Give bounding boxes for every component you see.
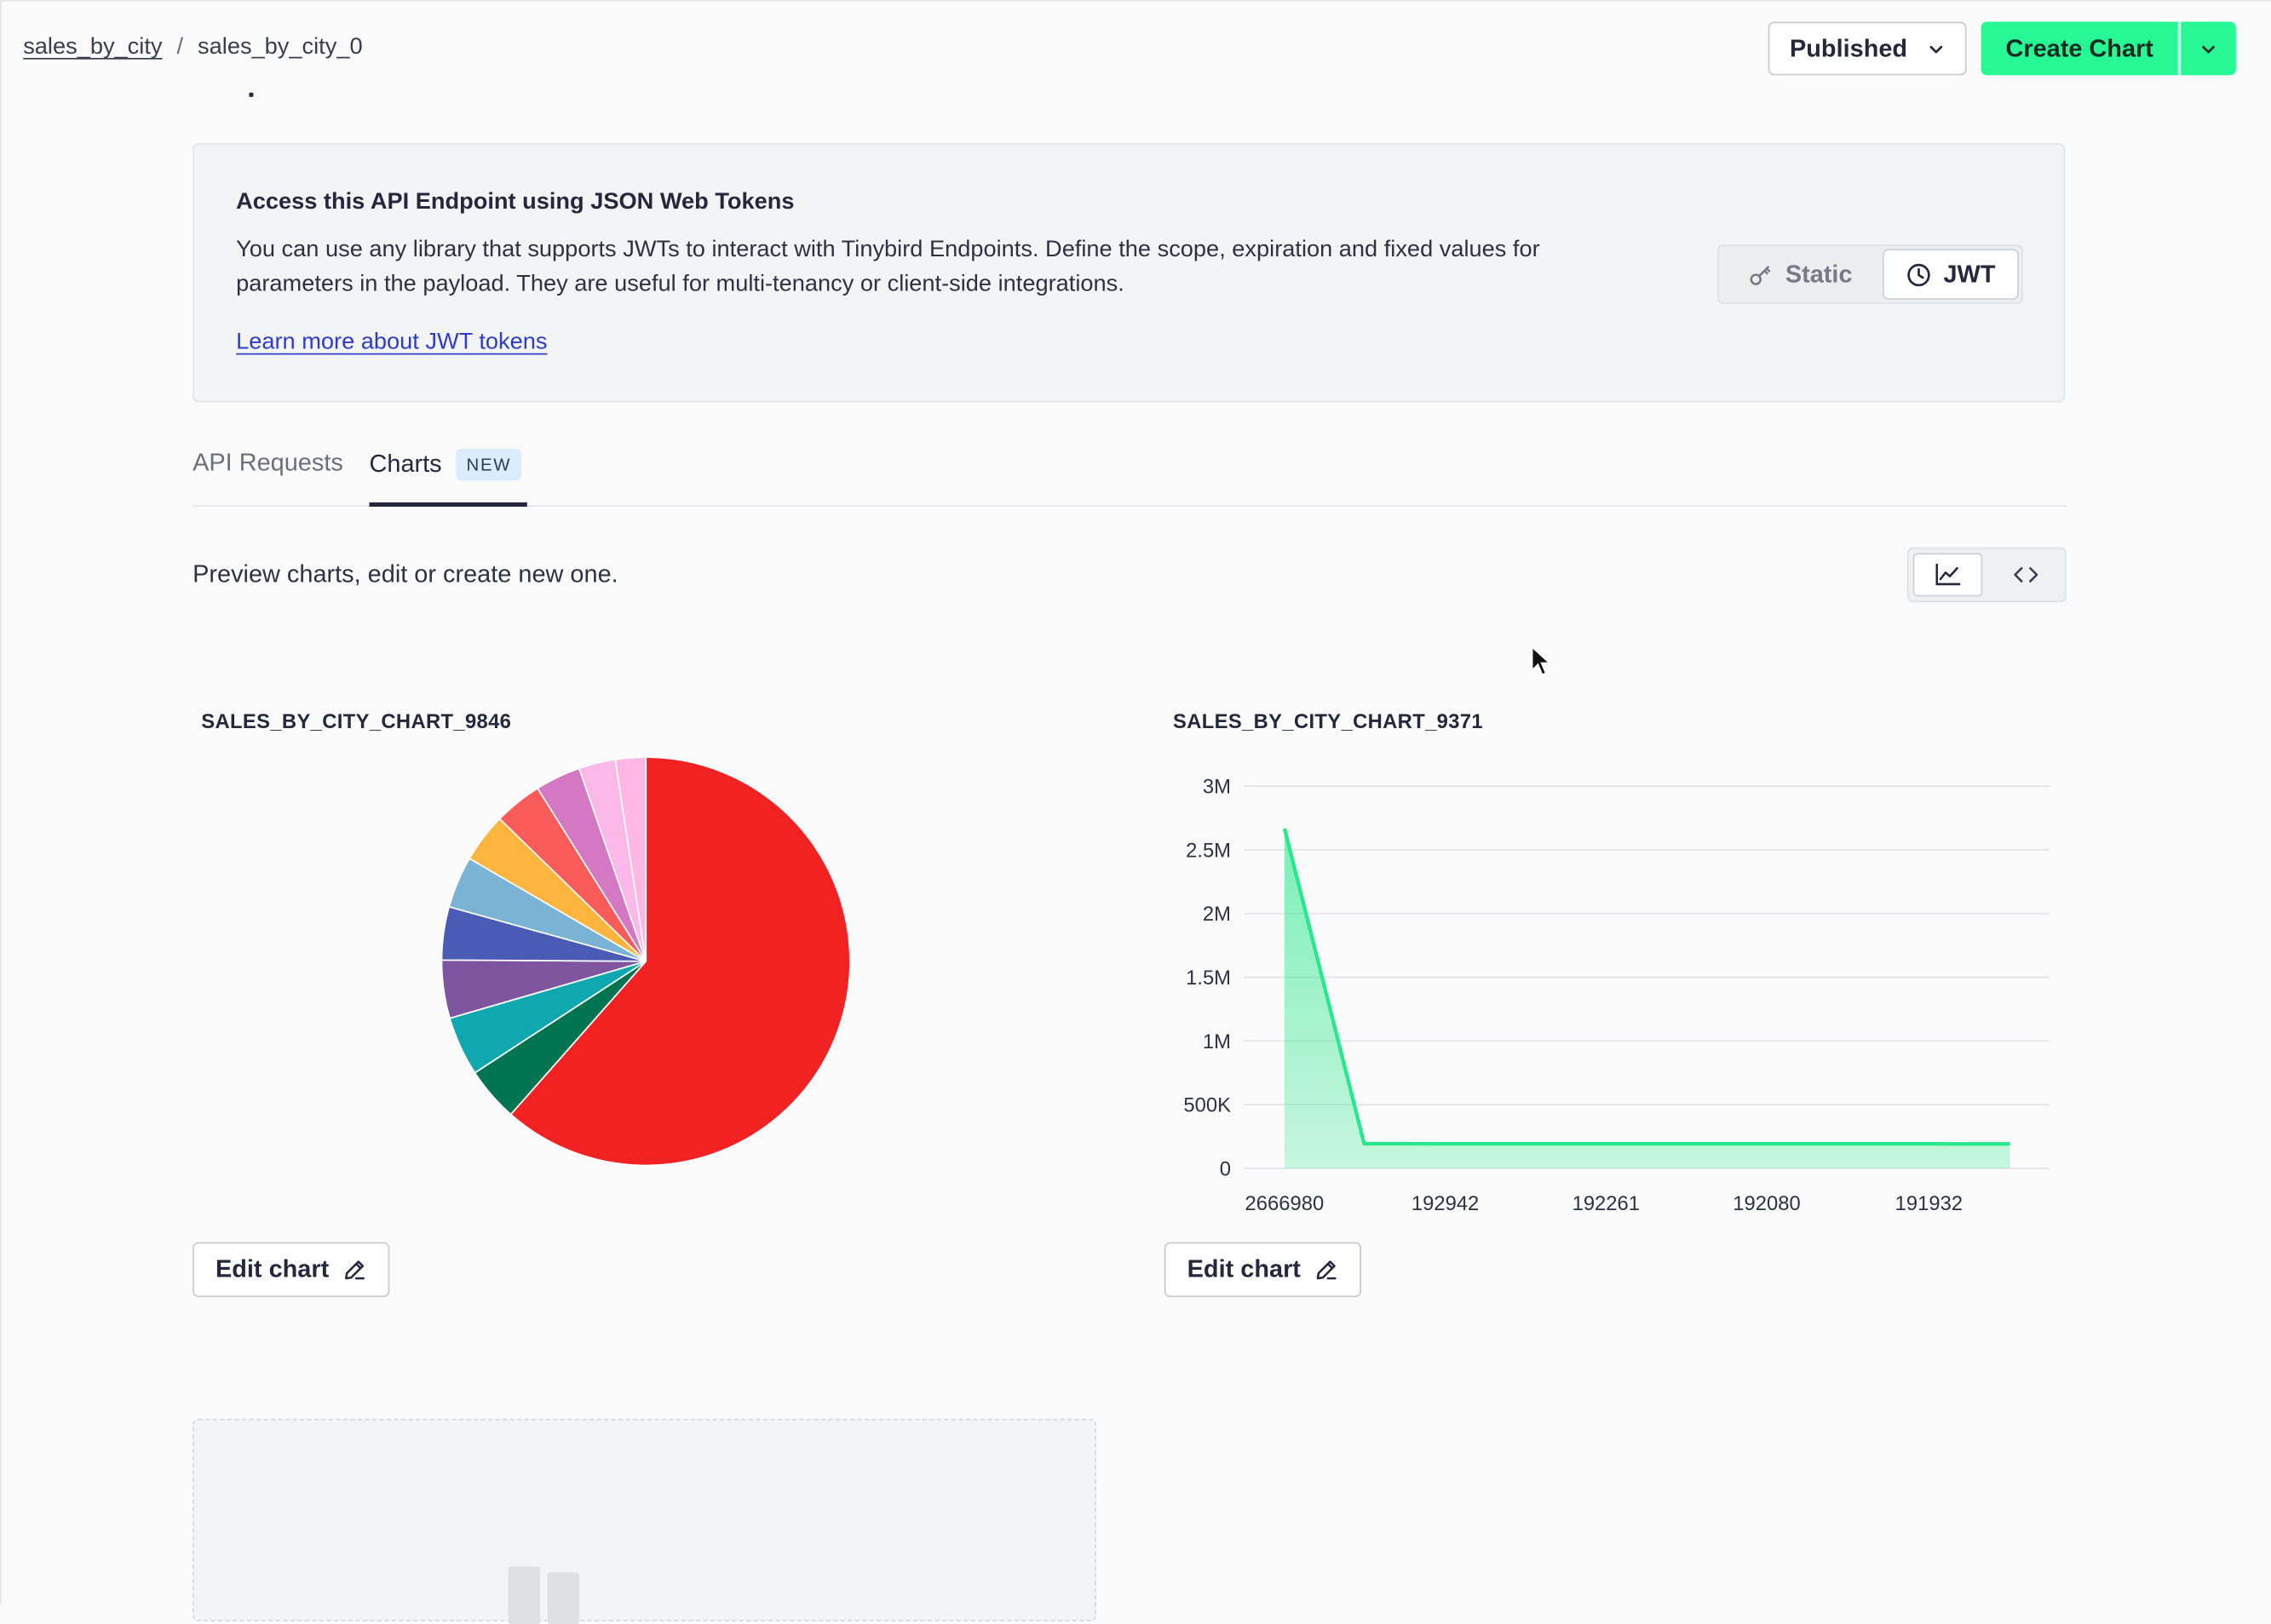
token-type-static-label: Static xyxy=(1785,260,1853,288)
token-type-toggle: Static JWT xyxy=(1717,244,2023,304)
mouse-cursor-icon xyxy=(1531,646,1551,676)
view-mode-toggle xyxy=(1906,547,2067,603)
pie-slice[interactable] xyxy=(509,756,851,1167)
breadcrumb: sales_by_city / sales_by_city_0 xyxy=(23,35,362,61)
pencil-icon xyxy=(345,1260,365,1280)
edit-pie-chart-button[interactable]: Edit chart xyxy=(193,1242,390,1298)
key-icon xyxy=(1750,265,1771,284)
y-tick-label: 2M xyxy=(1203,903,1231,926)
token-type-jwt-label: JWT xyxy=(1943,260,1996,288)
breadcrumb-separator: / xyxy=(176,34,184,60)
jwt-info-panel: Access this API Endpoint using JSON Web … xyxy=(193,143,2066,403)
published-status-button[interactable]: Published xyxy=(1768,21,1967,76)
x-tick-label: 2666980 xyxy=(1245,1192,1325,1215)
breadcrumb-link-pipe[interactable]: sales_by_city xyxy=(23,34,163,60)
edit-area-chart-button[interactable]: Edit chart xyxy=(1164,1242,1361,1298)
chevron-down-icon xyxy=(1929,45,1943,53)
code-icon xyxy=(2014,566,2038,582)
pie-slice[interactable] xyxy=(614,756,647,961)
x-tick-label: 192942 xyxy=(1411,1192,1479,1215)
tab-charts[interactable]: Charts NEW xyxy=(369,449,522,481)
clock-icon xyxy=(1907,262,1930,286)
new-badge: NEW xyxy=(456,449,522,481)
placeholder-chart-icon xyxy=(508,1566,541,1624)
tab-api-requests[interactable]: API Requests xyxy=(193,449,343,477)
y-tick-label: 500K xyxy=(1183,1094,1231,1117)
tab-charts-label: Charts xyxy=(369,450,442,478)
learn-more-jwt-link[interactable]: Learn more about JWT tokens xyxy=(236,330,548,355)
x-tick-label: 192080 xyxy=(1733,1192,1800,1215)
area-fill xyxy=(1284,828,2010,1168)
chevron-down-icon xyxy=(2202,45,2215,53)
jwt-info-description: You can use any library that supports JW… xyxy=(236,237,1540,297)
pie-chart xyxy=(440,756,851,1167)
pie-chart-title: SALES_BY_CITY_CHART_9846 xyxy=(201,709,512,733)
active-tab-indicator xyxy=(369,502,527,507)
published-label: Published xyxy=(1789,33,1908,62)
y-tick-label: 3M xyxy=(1203,776,1231,799)
line-chart-icon xyxy=(1935,563,1961,586)
placeholder-chart-icon xyxy=(547,1572,579,1624)
pencil-icon xyxy=(1317,1260,1337,1280)
x-tick-label: 191932 xyxy=(1895,1192,1963,1215)
chart-view-button[interactable] xyxy=(1912,553,1983,597)
jwt-info-title: Access this API Endpoint using JSON Web … xyxy=(236,189,795,215)
code-view-button[interactable] xyxy=(1990,553,2062,596)
y-tick-label: 0 xyxy=(1220,1157,1231,1180)
create-chart-button[interactable]: Create Chart xyxy=(1981,21,2178,76)
x-tick-label: 192261 xyxy=(1572,1192,1640,1215)
series-line[interactable] xyxy=(1282,828,2010,1146)
edit-chart-label: Edit chart xyxy=(1187,1254,1301,1283)
tabs-divider xyxy=(193,505,2067,507)
create-chart-dropdown-button[interactable] xyxy=(2181,21,2236,76)
area-chart-title: SALES_BY_CITY_CHART_9371 xyxy=(1173,709,1483,733)
area-chart: 0 500K 1M 1.5M 2M 2.5M 3M 2666980 192942 192261 19… xyxy=(1183,776,2050,1215)
charts-description: Preview charts, edit or create new one. xyxy=(193,560,618,588)
clipped-text-fragment xyxy=(249,92,254,97)
new-chart-placeholder-card[interactable] xyxy=(193,1419,1096,1624)
y-tick-label: 1M xyxy=(1203,1030,1231,1053)
token-type-jwt-option[interactable]: JWT xyxy=(1883,249,2019,300)
y-tick-label: 2.5M xyxy=(1186,839,1231,862)
token-type-static-option[interactable]: Static xyxy=(1719,246,1881,302)
y-tick-label: 1.5M xyxy=(1186,967,1231,990)
top-border xyxy=(0,0,2271,2)
edit-chart-label: Edit chart xyxy=(215,1254,330,1283)
breadcrumb-current: sales_by_city_0 xyxy=(198,34,363,60)
left-border xyxy=(0,0,2,1604)
create-chart-label: Create Chart xyxy=(2005,33,2153,62)
